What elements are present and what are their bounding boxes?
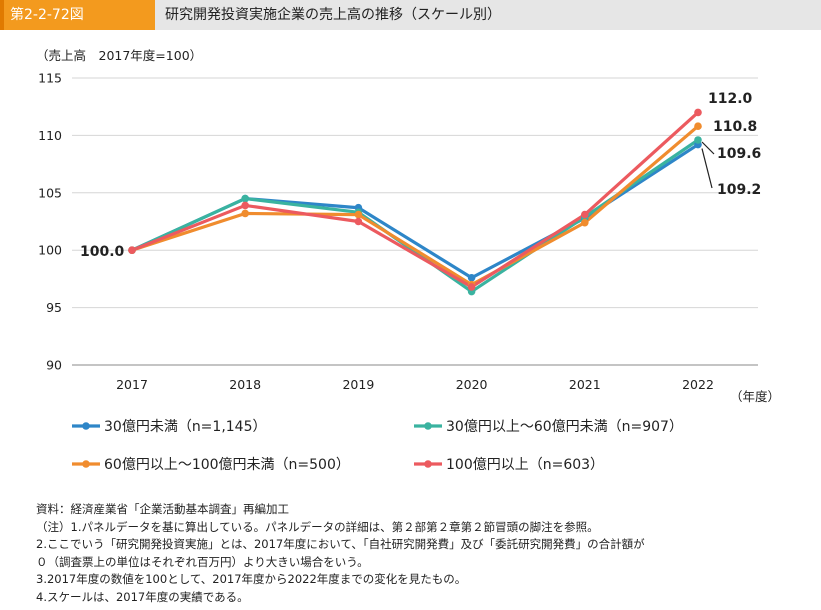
data-label-2017: 100.0 — [80, 244, 125, 260]
data-point — [467, 283, 476, 291]
x-tick-label: 2017 — [116, 377, 148, 392]
data-label-2022-60to100oku: 110.8 — [713, 119, 757, 135]
data-point — [581, 210, 589, 219]
leader-line — [701, 148, 713, 189]
legend-label: 60億円以上～100億円未満（n=500） — [104, 457, 350, 473]
series-line-4 — [131, 111, 700, 289]
data-point — [241, 201, 249, 210]
legend-marker — [82, 422, 90, 430]
data-point — [354, 217, 363, 226]
data-point — [694, 122, 702, 131]
line-chart: （売上高 2017年度=100） （年度） 90 95 100 105 110 115 20… — [36, 48, 780, 473]
series-line-2 — [131, 138, 699, 294]
data-label-2022-under30oku: 109.2 — [717, 182, 761, 198]
note-4: 4.スケールは、2017年度の実績である。 — [36, 589, 249, 604]
y-tick-label: 110 — [38, 128, 62, 143]
figure-number: 第2-2-72図 — [0, 0, 155, 30]
data-point — [694, 136, 702, 144]
note-2-continued: ０（調査票上の単位はそれぞれ百万円）より大きい場合をいう。 — [36, 554, 369, 569]
note-source: 資料：経済産業省「企業活動基本調査」再編加工 — [36, 502, 289, 516]
legend-label: 30億円未満（n=1,145） — [104, 419, 267, 435]
data-label-2022-100oku: 112.0 — [708, 91, 753, 107]
y-axis-label: （売上高 2017年度=100） — [36, 48, 202, 63]
figure-header: 第2-2-72図 研究開発投資実施企業の売上高の推移（スケール別） — [0, 0, 821, 30]
note-1: （注）1.パネルデータを基に算出している。パネルデータの詳細は、第２部第２章第２… — [36, 519, 599, 534]
data-point — [241, 209, 249, 218]
x-tick-label: 2022 — [682, 377, 714, 392]
data-point — [467, 273, 476, 282]
legend-marker — [82, 460, 90, 468]
x-tick-label: 2019 — [342, 377, 374, 392]
legend-label: 30億円以上～60億円未満（n=907） — [446, 419, 683, 435]
legend-label: 100億円以上（n=603） — [446, 457, 604, 473]
x-tick-label: 2020 — [456, 377, 488, 392]
note-3: 3.2017年度の数値を100として、2017年度から2022年度までの変化を見… — [36, 572, 467, 586]
y-tick-label: 95 — [46, 300, 62, 315]
data-point — [581, 218, 589, 227]
data-point — [354, 210, 363, 219]
data-point — [128, 246, 136, 254]
y-tick-label: 100 — [38, 243, 62, 258]
note-2: 2.ここでいう「研究開発投資実施」とは、2017年度において、「自社研究開発費」… — [36, 537, 645, 551]
data-point — [241, 194, 249, 203]
x-axis-label: （年度） — [730, 389, 780, 404]
y-tick-label: 115 — [38, 71, 62, 86]
x-tick-label: 2018 — [229, 377, 261, 392]
figure-title: 研究開発投資実施企業の売上高の推移（スケール別） — [165, 7, 501, 23]
series-line-3 — [131, 124, 700, 287]
data-label-2022-30to60oku: 109.6 — [717, 146, 761, 162]
y-tick-label: 90 — [46, 358, 62, 373]
footnotes: 資料：経済産業省「企業活動基本調査」再編加工 （注）1.パネルデータを基に算出し… — [36, 501, 645, 606]
y-tick-label: 105 — [38, 185, 62, 200]
legend-marker — [424, 460, 432, 468]
data-point — [694, 108, 702, 117]
leader-line — [701, 141, 715, 155]
x-tick-label: 2021 — [569, 377, 601, 392]
legend-marker — [424, 422, 432, 430]
